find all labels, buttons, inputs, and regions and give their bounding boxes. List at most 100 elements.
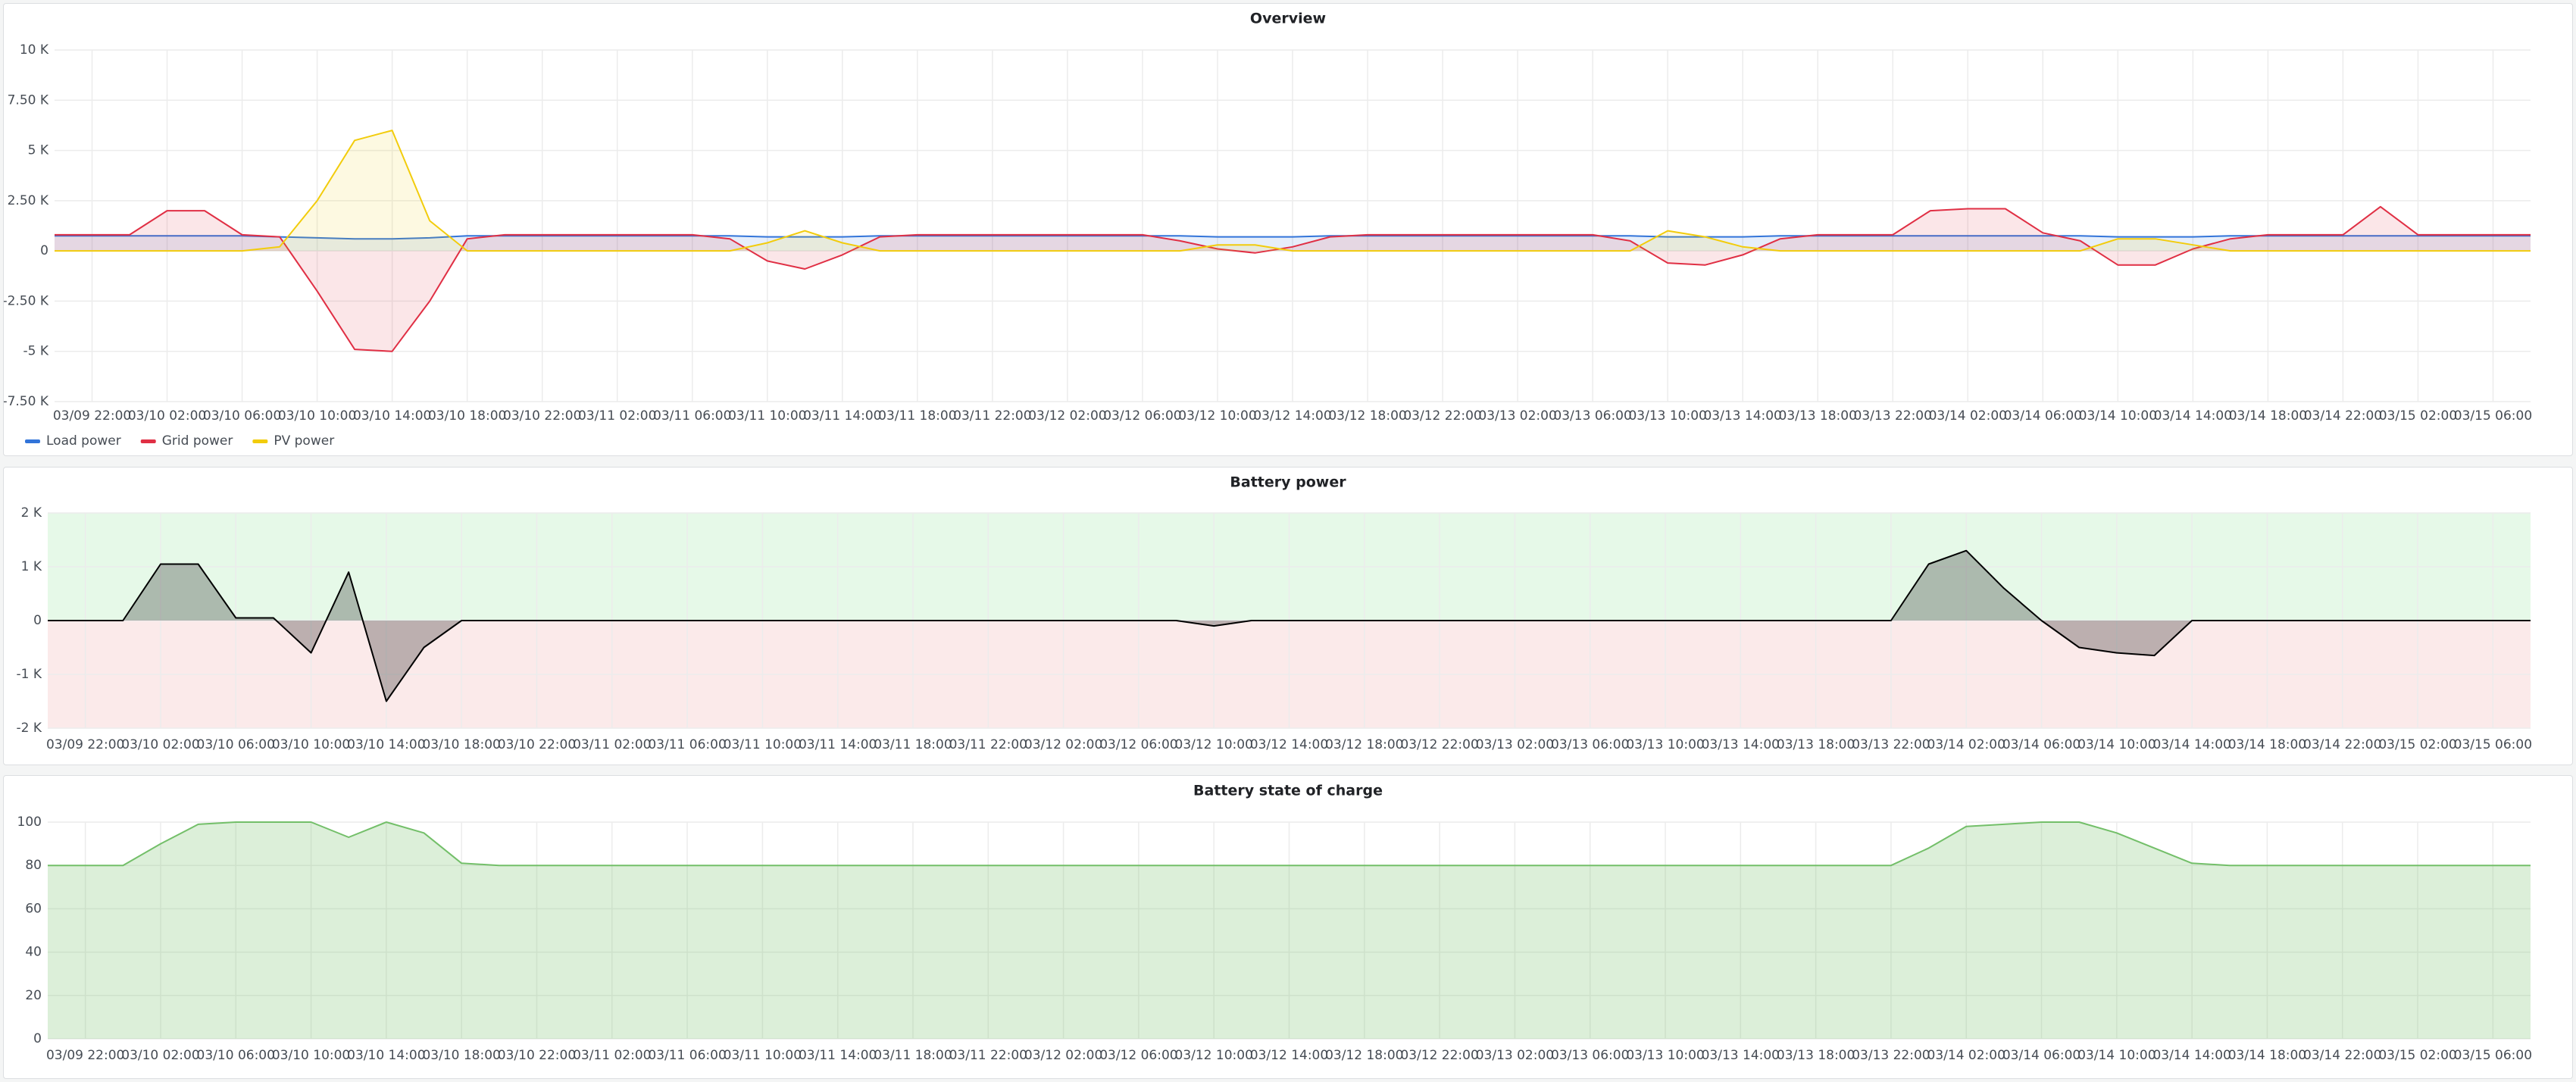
x-tick-label: 03/10 22:00: [498, 1048, 576, 1063]
battery-soc-panel: Battery state of charge 0 20 40 60 80 100 03/0…: [3, 775, 2573, 1079]
y-tick-label: 20: [25, 988, 42, 1003]
x-tick-label: 03/13 02:00: [1478, 408, 1556, 424]
x-tick-label: 03/12 22:00: [1400, 1048, 1478, 1063]
x-tick-label: 03/13 10:00: [1628, 408, 1706, 424]
series-line: [48, 821, 2531, 867]
x-tick-label: 03/11 02:00: [573, 737, 651, 752]
x-tick-label: 03/15 06:00: [2454, 408, 2532, 424]
x-tick-label: 03/12 06:00: [1099, 737, 1177, 752]
series-area: [55, 130, 2531, 252]
x-tick-label: 03/12 14:00: [1253, 408, 1331, 424]
x-tick-label: 03/12 06:00: [1099, 1048, 1177, 1063]
x-tick-label: 03/13 22:00: [1854, 408, 1932, 424]
x-tick-label: 03/12 02:00: [1024, 737, 1102, 752]
y-tick-label: 0: [40, 243, 48, 258]
x-tick-label: 03/14 14:00: [2154, 408, 2232, 424]
y-tick-label: -7.50 K: [4, 394, 49, 409]
series-area: [55, 206, 2531, 352]
x-tick-label: 03/14 06:00: [2002, 737, 2080, 752]
series-line: [55, 205, 2531, 352]
x-tick-label: 03/13 14:00: [1702, 737, 1780, 752]
x-tick-label: 03/14 06:00: [2004, 408, 2082, 424]
x-tick-label: 03/15 02:00: [2378, 1048, 2456, 1063]
x-tick-label: 03/12 06:00: [1103, 408, 1181, 424]
x-tick-label: 03/11 02:00: [578, 408, 656, 424]
x-tick-label: 03/13 02:00: [1476, 1048, 1554, 1063]
x-tick-label: 03/14 10:00: [2079, 408, 2157, 424]
y-tick-label: 0: [33, 1031, 42, 1046]
series-area: [55, 236, 2531, 252]
x-tick-label: 03/13 02:00: [1476, 737, 1554, 752]
x-tick-label: 03/11 06:00: [648, 1048, 726, 1063]
x-tick-label: 03/10 22:00: [498, 737, 576, 752]
y-tick-label: -2 K: [16, 721, 42, 736]
series-area: [48, 822, 2531, 1039]
x-tick-label: 03/13 06:00: [1551, 1048, 1629, 1063]
x-tick-label: 03/11 10:00: [724, 737, 802, 752]
x-tick-label: 03/13 06:00: [1553, 408, 1631, 424]
x-tick-label: 03/12 22:00: [1400, 737, 1478, 752]
x-tick-label: 03/12 02:00: [1028, 408, 1106, 424]
x-tick-label: 03/10 18:00: [422, 737, 500, 752]
x-tick-label: 03/12 10:00: [1178, 408, 1256, 424]
x-tick-label: 03/13 10:00: [1626, 1048, 1704, 1063]
legend-label: Grid power: [162, 433, 233, 449]
x-tick-label: 03/14 22:00: [2304, 408, 2382, 424]
x-tick-label: 03/12 14:00: [1250, 737, 1328, 752]
x-tick-label: 03/13 22:00: [1852, 1048, 1930, 1063]
x-tick-label: 03/14 18:00: [2228, 1048, 2306, 1063]
x-tick-label: 03/10 10:00: [272, 737, 350, 752]
x-tick-label: 03/12 10:00: [1175, 737, 1253, 752]
legend-label: PV power: [274, 433, 334, 449]
x-tick-label: 03/11 10:00: [724, 1048, 802, 1063]
y-tick-label: 2 K: [21, 505, 42, 521]
x-tick-label: 03/14 10:00: [2077, 1048, 2156, 1063]
chart-title: Battery state of charge: [1193, 783, 1383, 799]
chart-title: Battery power: [1230, 474, 1346, 491]
y-tick-label: 7.50 K: [8, 92, 49, 108]
legend-label: Load power: [46, 433, 121, 449]
y-tick-label: 1 K: [21, 559, 42, 574]
x-tick-label: 03/11 06:00: [653, 408, 731, 424]
x-tick-label: 03/14 02:00: [1927, 1048, 2005, 1063]
x-tick-label: 03/15 06:00: [2454, 737, 2532, 752]
x-tick-label: 03/13 14:00: [1703, 408, 1781, 424]
x-tick-label: 03/11 18:00: [874, 1048, 952, 1063]
x-tick-label: 03/12 18:00: [1325, 737, 1403, 752]
x-tick-label: 03/11 18:00: [874, 737, 952, 752]
x-tick-label: 03/13 18:00: [1779, 408, 1857, 424]
y-tick-label: -5 K: [23, 344, 48, 359]
x-tick-label: 03/13 18:00: [1777, 1048, 1855, 1063]
chart: Battery power 2 K 1 K 0 -1 K -2 K 03/09 22:00…: [16, 474, 2532, 753]
y-tick-label: 80: [25, 858, 42, 873]
x-tick-label: 03/13 06:00: [1551, 737, 1629, 752]
x-tick-label: 03/09 22:00: [46, 737, 124, 752]
x-tick-label: 03/14 18:00: [2229, 408, 2307, 424]
x-tick-label: 03/10 22:00: [503, 408, 581, 424]
x-tick-label: 03/10 18:00: [428, 408, 506, 424]
x-tick-label: 03/14 02:00: [1929, 408, 2007, 424]
x-tick-label: 03/11 22:00: [953, 408, 1031, 424]
overview-panel: Overview 10 K 7.50 K 5 K 2.50 K 0 -2.50 K -5 K…: [3, 3, 2573, 456]
legend-swatch: [252, 439, 268, 443]
chart: Battery state of charge 0 20 40 60 80 100 03/0…: [17, 783, 2532, 1064]
battery-power-panel: Battery power 2 K 1 K 0 -1 K -2 K 03/09 22:00…: [3, 467, 2573, 765]
y-tick-label: -2.50 K: [4, 293, 49, 308]
x-tick-label: 03/11 02:00: [573, 1048, 651, 1063]
x-tick-label: 03/10 02:00: [128, 408, 206, 424]
x-tick-label: 03/10 02:00: [121, 737, 199, 752]
x-tick-label: 03/15 06:00: [2454, 1048, 2532, 1063]
x-tick-label: 03/14 10:00: [2077, 737, 2156, 752]
y-tick-label: -1 K: [16, 667, 42, 682]
legend-swatch: [140, 439, 156, 443]
x-tick-label: 03/11 22:00: [949, 1048, 1027, 1063]
x-tick-label: 03/10 02:00: [121, 1048, 199, 1063]
x-tick-label: 03/14 18:00: [2228, 737, 2306, 752]
x-tick-label: 03/11 22:00: [949, 737, 1027, 752]
x-tick-label: 03/13 10:00: [1626, 737, 1704, 752]
x-tick-label: 03/10 06:00: [197, 737, 275, 752]
x-tick-label: 03/09 22:00: [53, 408, 131, 424]
chart-title: Overview: [1250, 11, 1326, 27]
x-tick-label: 03/10 06:00: [203, 408, 281, 424]
x-tick-label: 03/14 14:00: [2152, 737, 2231, 752]
